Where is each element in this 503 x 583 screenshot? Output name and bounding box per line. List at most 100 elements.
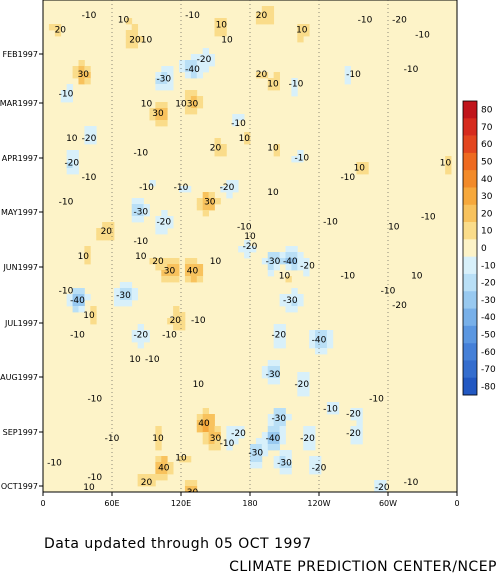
field-cell [125,300,133,307]
field-cell [137,336,144,343]
field-cell [184,90,192,97]
field-cell [273,456,280,463]
field-cell [297,378,304,385]
field-cell [267,378,275,385]
y-tick-label: FEB1997 [2,50,38,59]
colorbar-label: -60 [481,348,496,358]
field-cell [214,198,221,205]
field-cell [279,330,286,337]
field-cell [167,222,174,229]
field-cell [232,426,239,433]
field-cell [356,408,363,415]
field-cell [184,66,192,73]
field-cell [167,66,174,73]
field-cell [190,60,198,67]
field-cell [350,408,357,415]
field-cell [143,480,150,487]
field-cell [84,138,91,145]
field-cell [279,456,286,463]
field-cell [149,258,156,265]
field-cell [244,138,251,145]
field-cell [125,294,133,301]
field-cell [125,18,133,25]
field-cell [167,276,174,283]
field-cell [279,252,286,259]
field-cell [179,318,186,325]
field-cell [320,336,328,343]
contour-label: -20 [156,217,171,227]
contour-label: -10 [340,272,355,282]
field-cell [161,210,168,217]
field-cell [202,432,209,439]
field-cell [167,264,174,271]
field-cell [255,72,263,79]
contour-label: -10 [323,404,338,414]
field-cell [273,252,280,259]
field-cell [273,432,280,439]
field-cell [155,264,162,271]
contour-label: 40 [187,267,199,277]
contour-label: -20 [271,331,286,341]
field-cell [273,420,280,427]
field-cell [161,264,168,271]
field-cell [90,132,97,139]
field-cell [72,306,79,313]
contour-label: -10 [87,473,102,483]
field-cell [190,270,198,277]
field-cell [309,438,316,445]
contour-label: -20 [392,301,407,311]
field-cell [72,162,79,169]
field-cell [161,66,168,73]
field-cell [303,438,310,445]
field-cell [84,78,91,85]
field-cell [179,66,186,73]
contour-label: -20 [231,429,246,439]
contour-label: -10 [47,459,62,469]
contour-label: -10 [340,173,355,183]
contour-label: -10 [139,183,154,193]
field-cell [167,72,174,79]
field-cell [238,432,245,439]
field-cell [238,246,245,253]
field-cell [226,186,233,193]
field-cell [273,78,280,85]
contour-label: -10 [369,395,384,405]
colorbar-swatch [463,170,477,188]
field-cell [285,462,292,469]
field-cell [84,294,91,301]
contour-label: 30 [152,109,164,119]
field-cell [279,258,286,265]
x-tick-label: 180 [242,499,257,508]
field-cell [137,36,144,43]
field-cell [244,246,251,253]
field-cell [184,276,192,283]
field-cell [125,288,133,295]
field-cell [261,258,269,265]
field-cell [273,438,280,445]
colorbar-label: 30 [481,192,493,202]
field-cell [309,468,316,475]
field-cell [303,372,310,379]
field-cell [226,192,233,199]
colorbar-swatch [463,377,477,396]
field-cell [173,306,180,313]
field-cell [267,432,275,439]
contour-label: 10 [267,144,279,154]
field-cell [167,270,174,277]
colorbar-label: 80 [481,106,493,116]
contour-label: -20 [300,434,315,444]
field-cell [273,324,280,331]
field-cell [267,426,275,433]
contour-label: 20 [101,227,113,237]
field-cell [179,324,186,331]
field-cell [196,102,204,109]
field-cell [267,18,275,25]
field-cell [72,294,79,301]
contour-label: 10 [118,16,130,26]
field-cell [155,438,162,445]
field-cell [297,252,304,259]
contour-label: 10 [244,232,256,242]
field-cell [161,276,168,283]
field-cell [303,30,310,37]
field-cell [238,114,245,121]
